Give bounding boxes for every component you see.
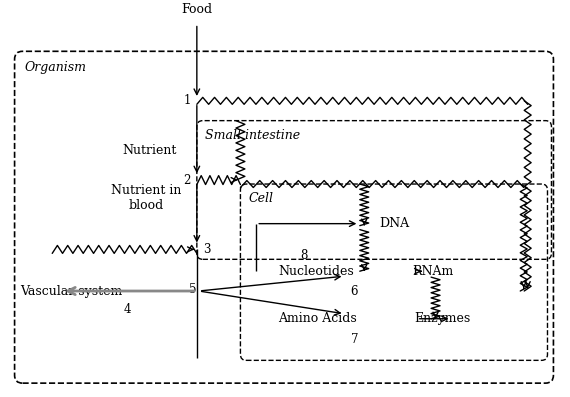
Text: 6: 6 bbox=[351, 285, 358, 298]
Text: 2: 2 bbox=[184, 173, 191, 187]
Text: Vascular system: Vascular system bbox=[21, 285, 123, 297]
Text: RNAm: RNAm bbox=[413, 265, 454, 278]
Text: DNA: DNA bbox=[379, 217, 409, 230]
Text: 8: 8 bbox=[300, 249, 307, 262]
Text: Nutrient: Nutrient bbox=[122, 144, 177, 157]
Text: Nutrient in
blood: Nutrient in blood bbox=[111, 184, 181, 212]
Text: Food: Food bbox=[181, 3, 213, 15]
Text: 5: 5 bbox=[189, 283, 197, 295]
Text: Cell: Cell bbox=[249, 192, 274, 205]
Text: 4: 4 bbox=[124, 303, 131, 316]
Text: Organism: Organism bbox=[25, 61, 87, 74]
Text: Small intestine: Small intestine bbox=[205, 129, 300, 142]
Text: Nucleotides: Nucleotides bbox=[278, 265, 354, 278]
Text: 3: 3 bbox=[203, 243, 210, 256]
Text: Amino Acids: Amino Acids bbox=[278, 312, 357, 325]
Text: 7: 7 bbox=[351, 333, 358, 346]
Text: Enzymes: Enzymes bbox=[415, 312, 471, 325]
Text: 1: 1 bbox=[184, 94, 191, 107]
